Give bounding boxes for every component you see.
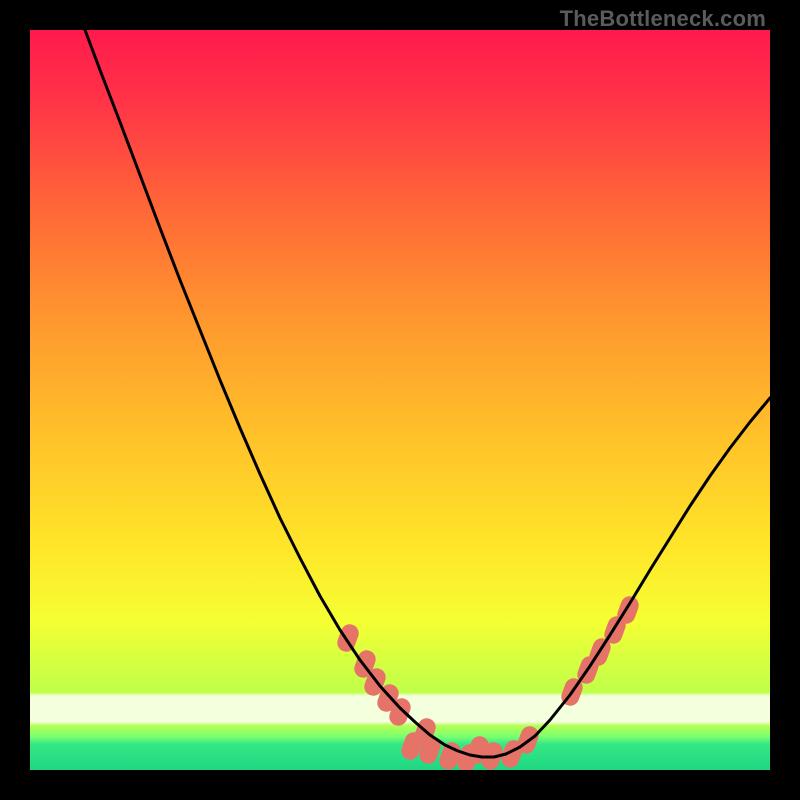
watermark-text: TheBottleneck.com [560, 6, 766, 32]
bottleneck-curve-layer [30, 30, 770, 770]
data-markers [335, 594, 641, 770]
bottleneck-curve [85, 30, 770, 757]
chart-frame: TheBottleneck.com [0, 0, 800, 800]
plot-area [30, 30, 770, 770]
